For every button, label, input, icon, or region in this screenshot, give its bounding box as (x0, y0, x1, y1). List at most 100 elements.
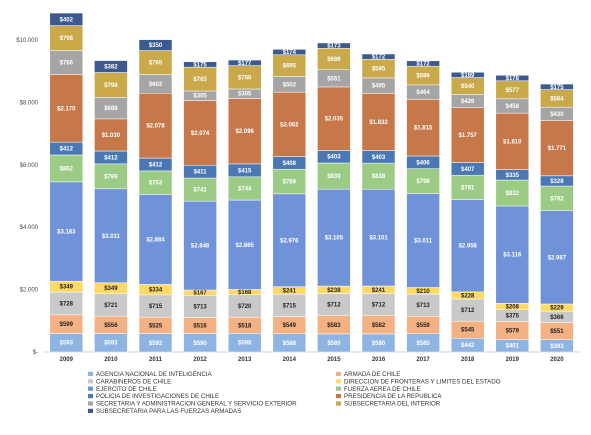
data-label: $753 (149, 181, 163, 187)
data-label: $1.771 (548, 146, 567, 152)
y-tick-label: $2.000 (20, 288, 39, 294)
data-label: $464 (416, 90, 430, 96)
legend-item: SECRETARIA Y ADMINISTRACION GENERAL Y SE… (88, 401, 297, 408)
bar-segment (272, 49, 307, 56)
x-tick-label: 2013 (238, 357, 252, 363)
data-label: $328 (550, 179, 564, 185)
data-label: $1.757 (459, 133, 478, 139)
bar-stack-2020: $393 $551 $366 $229 $2.987 $792 $328 $1.771 $430… (540, 83, 574, 353)
bar-segment (138, 92, 173, 159)
bar-segment (450, 72, 485, 78)
legend-label: EJERCITO DE CHILE (96, 386, 157, 393)
data-label: $407 (461, 167, 475, 173)
data-label: $595 (372, 67, 386, 73)
data-label: $799 (104, 174, 118, 180)
data-label: $406 (416, 160, 430, 166)
data-label: $335 (506, 173, 520, 179)
bar-segment (227, 59, 262, 66)
data-label: $599 (60, 322, 74, 328)
data-label: $411 (194, 170, 208, 176)
data-label: $393 (550, 344, 564, 350)
data-label: $766 (60, 60, 74, 66)
bar-segment (540, 210, 574, 305)
data-label: $401 (506, 344, 520, 350)
x-tick-label: 2016 (372, 357, 386, 363)
data-label: $598 (238, 341, 252, 347)
data-label: $241 (372, 288, 386, 294)
legend-swatch (88, 401, 93, 406)
legend-swatch (336, 371, 341, 376)
data-label: $334 (149, 288, 163, 294)
bar-stack-2009: $593 $599 $728 $349 $3.183 $862 $412 $2.170 $766… (49, 12, 84, 353)
x-tick-label: 2018 (461, 357, 475, 363)
bar-segment (183, 61, 217, 68)
data-label: $721 (104, 303, 118, 309)
data-label: $349 (104, 286, 118, 292)
data-label: $789 (283, 180, 297, 186)
bars: $593 $599 $728 $349 $3.183 $862 $412 $2.170 $766… (49, 12, 574, 353)
bar-stack-2015: $580 $583 $712 $238 $3.105 $839 $403 $2.035 $551… (317, 42, 351, 353)
data-label: $210 (416, 289, 430, 295)
data-label: $2.848 (191, 244, 210, 250)
data-label: $559 (416, 323, 430, 329)
data-label: $403 (372, 155, 386, 161)
data-label: $744 (238, 186, 252, 192)
data-label: $792 (550, 196, 564, 202)
data-label: $442 (461, 343, 475, 349)
data-label: $412 (149, 162, 163, 168)
data-label: $3.011 (102, 234, 121, 240)
bar-segment (406, 193, 440, 288)
legend: AGENCIA NACIONAL DE INTELIGENCIA ARMADA D… (88, 371, 501, 415)
data-label: $516 (193, 324, 207, 330)
data-label: $798 (60, 36, 74, 42)
legend-item: FUERZA AEREA DE CHILE (336, 386, 421, 393)
data-label: $167 (193, 291, 207, 297)
bar-segment (94, 60, 128, 73)
legend-swatch (336, 386, 341, 391)
bar-segment (49, 74, 84, 143)
data-label: $525 (149, 323, 163, 329)
data-label: $495 (372, 84, 386, 90)
data-label: $593 (104, 341, 118, 347)
bar-segment (495, 112, 530, 170)
data-label: $502 (283, 82, 297, 88)
y-axis: $- $2.000 $4.000 $6.000 $8.000 $10.000 (16, 38, 580, 356)
data-label: $580 (327, 341, 341, 347)
data-label: $241 (283, 288, 297, 294)
data-label: $728 (60, 301, 74, 307)
bar-segment (317, 188, 351, 287)
bar-stack-2014: $588 $549 $715 $241 $2.976 $789 $408 $2.062 $502… (272, 49, 307, 353)
data-label: $3.183 (57, 230, 76, 236)
legend-swatch (336, 394, 341, 399)
y-tick-label: $8.000 (20, 100, 39, 106)
x-tick-label: 2019 (506, 357, 520, 363)
data-label: $551 (327, 76, 341, 82)
data-label: $798 (416, 179, 430, 185)
data-label: $579 (506, 328, 520, 334)
data-label: $1.832 (369, 120, 388, 126)
data-label: $238 (327, 288, 341, 294)
data-label: $551 (550, 329, 564, 335)
data-label: $228 (461, 293, 475, 299)
legend-label: POLICIA DE INVESTIGACIONES DE CHILE (96, 393, 219, 400)
x-tick-label: 2020 (550, 357, 564, 363)
data-label: $602 (149, 82, 163, 88)
bar-segment (94, 72, 128, 98)
data-label: $2.062 (280, 122, 299, 128)
bar-segment (406, 168, 440, 194)
data-label: $2.170 (57, 106, 76, 112)
data-label: $712 (327, 303, 341, 309)
legend-item: EJERCITO DE CHILE (88, 386, 157, 393)
bar-segment (406, 99, 440, 157)
legend-item: AGENCIA NACIONAL DE INTELIGENCIA (88, 371, 213, 378)
data-label: $349 (60, 285, 74, 291)
data-label: $1.030 (102, 133, 121, 139)
data-label: $590 (193, 341, 207, 347)
data-label: $712 (372, 303, 386, 309)
legend-swatch (88, 386, 93, 391)
data-label: $713 (193, 304, 207, 310)
y-tick-label: $4.000 (20, 225, 39, 231)
legend-item: SUBSECRETARIA PARA LAS FUERZAS ARMADAS (88, 408, 241, 415)
data-label: $593 (60, 341, 74, 347)
legend-label: FUERZA AEREA DE CHILE (344, 386, 421, 393)
